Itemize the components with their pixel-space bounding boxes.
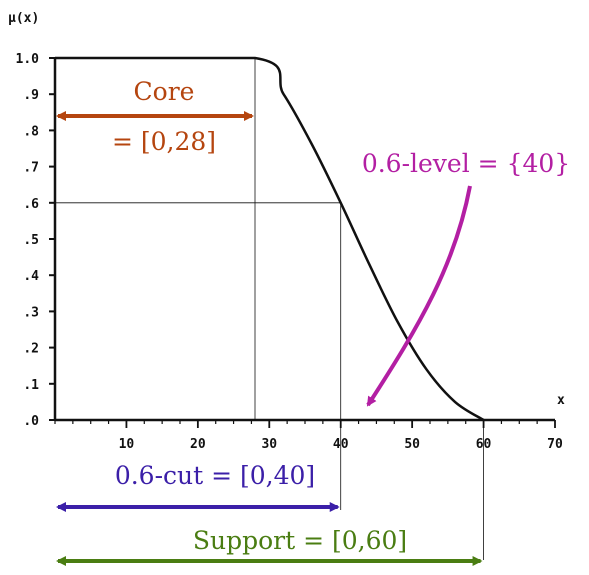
level-label: 0.6-level = {40} [362, 149, 570, 178]
support-label: Support = [0,60] [193, 526, 407, 555]
y-tick-label: .5 [23, 233, 39, 248]
y-tick-label: .9 [23, 88, 39, 103]
y-tick-group: 1.0 .9 .8 .7 .6 .5 .4 .3 .2 .1 .0 [16, 52, 55, 429]
y-tick-label: .7 [23, 161, 39, 176]
x-tick-label: 50 [404, 437, 420, 452]
y-tick-label: .8 [23, 124, 39, 139]
membership-curve [55, 56, 485, 422]
x-tick-label: 10 [119, 437, 135, 452]
core-label: Core [134, 77, 195, 106]
x-axis-label: x [557, 393, 565, 408]
y-tick-label: .2 [23, 342, 39, 357]
y-tick-label: .4 [23, 269, 39, 284]
level-pointer-arrow [366, 185, 472, 407]
x-tick-group: 10 20 30 40 50 60 70 [54, 420, 563, 452]
y-axis-label: μ(x) [8, 11, 39, 26]
x-tick-label: 20 [190, 437, 206, 452]
y-tick-label: 1.0 [16, 52, 40, 67]
y-tick-label: .0 [23, 414, 39, 429]
cut-label: 0.6-cut = [0,40] [115, 461, 315, 490]
y-tick-label: .6 [23, 197, 39, 212]
y-tick-label: .1 [23, 378, 39, 393]
y-tick-label: .3 [23, 305, 39, 320]
x-tick-label: 70 [547, 437, 563, 452]
x-tick-label: 30 [261, 437, 277, 452]
core-value-label: = [0,28] [112, 127, 216, 156]
